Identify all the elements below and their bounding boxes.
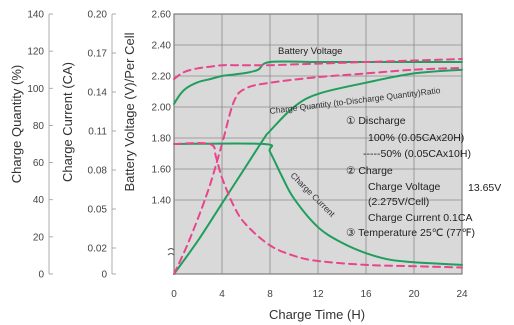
- charge-current-100-line: [173, 142, 463, 266]
- annotation-voltage-per-cell: (2.275V/Cell): [368, 196, 429, 208]
- battery-voltage-axis-label: Battery Voltage (V)/Per Cell: [122, 32, 137, 191]
- battery-voltage-tick-label: 2.00: [152, 103, 172, 114]
- x-tick-label: 16: [360, 289, 372, 300]
- battery-voltage-tick-label: 1.80: [152, 134, 172, 145]
- charge-current-tick-label: 0.05: [88, 205, 108, 216]
- charge-quantity-tick-label: 80: [33, 121, 45, 132]
- charge-quantity-tick-label: 100: [27, 84, 44, 95]
- annotation-charge-voltage-value: 13.65V: [468, 182, 501, 194]
- battery-voltage-tick-label: 1.60: [152, 165, 172, 176]
- annotation-temperature: ③ Temperature 25℃ (77℉): [346, 227, 475, 239]
- battery-voltage-tick-label: 2.40: [152, 41, 172, 52]
- annotation-discharge-50: -----50% (0.05CAx10H): [363, 148, 471, 160]
- charge-current-tick-label: 0.17: [88, 49, 108, 60]
- battery-voltage-tick-label: 2.20: [152, 72, 172, 83]
- charge-current-tick-label: 0.20: [88, 10, 108, 21]
- x-axis-label: Charge Time (H): [269, 307, 365, 322]
- annotation-discharge-100: 100% (0.05CAx20H): [368, 132, 464, 144]
- battery-voltage-tick-label: 2.60: [152, 10, 172, 21]
- battery-voltage-100-line: [173, 60, 463, 105]
- charge-quantity-tick-label: 120: [27, 47, 44, 58]
- charge-quantity-tick-label: 40: [33, 195, 45, 206]
- charge-quantity-tick-label: 0: [38, 270, 44, 281]
- charge-current-tick-label: 0.08: [88, 166, 108, 177]
- annotation-block: ① Discharge 100% (0.05CAx20H) -----50% (…: [346, 115, 501, 239]
- charge-quantity-tick-label: 20: [33, 232, 45, 243]
- charge-current-axis-label: Charge Current (CA): [60, 62, 75, 182]
- x-tick-label: 8: [267, 289, 273, 300]
- charge-quantity-tick-label: 140: [27, 10, 44, 21]
- charge-current-50-line: [173, 142, 463, 269]
- x-tick-label: 0: [171, 289, 177, 300]
- charge-current-tick-label: 0.02: [88, 244, 108, 255]
- annotation-charge-voltage: Charge Voltage: [368, 181, 441, 193]
- x-tick-label: 4: [219, 289, 225, 300]
- charge-quantity-50-line: [173, 66, 463, 275]
- annotation-discharge: ① Discharge: [346, 115, 406, 127]
- charge-quantity-100-line: [173, 68, 463, 275]
- battery-voltage-50-line: [173, 58, 463, 81]
- x-tick-label: 12: [312, 289, 324, 300]
- charge-quantity-axis-label: Charge Quantity (%): [9, 65, 24, 184]
- axes-group: 0 4 8 12 16 20 24 0 20 40 60 80 100 120 140 0 0.02 0.05 0.…: [27, 10, 468, 301]
- axis-break-mark: [167, 248, 175, 256]
- annotation-charge: ② Charge: [346, 165, 393, 177]
- charge-current-tick-label: 0.11: [88, 127, 107, 138]
- x-tick-label: 20: [408, 289, 420, 300]
- battery-voltage-curve-label: Battery Voltage: [278, 46, 342, 57]
- charge-current-tick-label: 0: [101, 270, 107, 281]
- charge-current-tick-label: 0.14: [88, 88, 108, 99]
- annotation-charge-current: Charge Current 0.1CA: [368, 212, 472, 224]
- charge-quantity-tick-label: 60: [33, 158, 45, 169]
- battery-voltage-tick-label: 1.40: [152, 196, 172, 207]
- x-tick-label: 24: [456, 289, 468, 300]
- series-group: [173, 58, 463, 275]
